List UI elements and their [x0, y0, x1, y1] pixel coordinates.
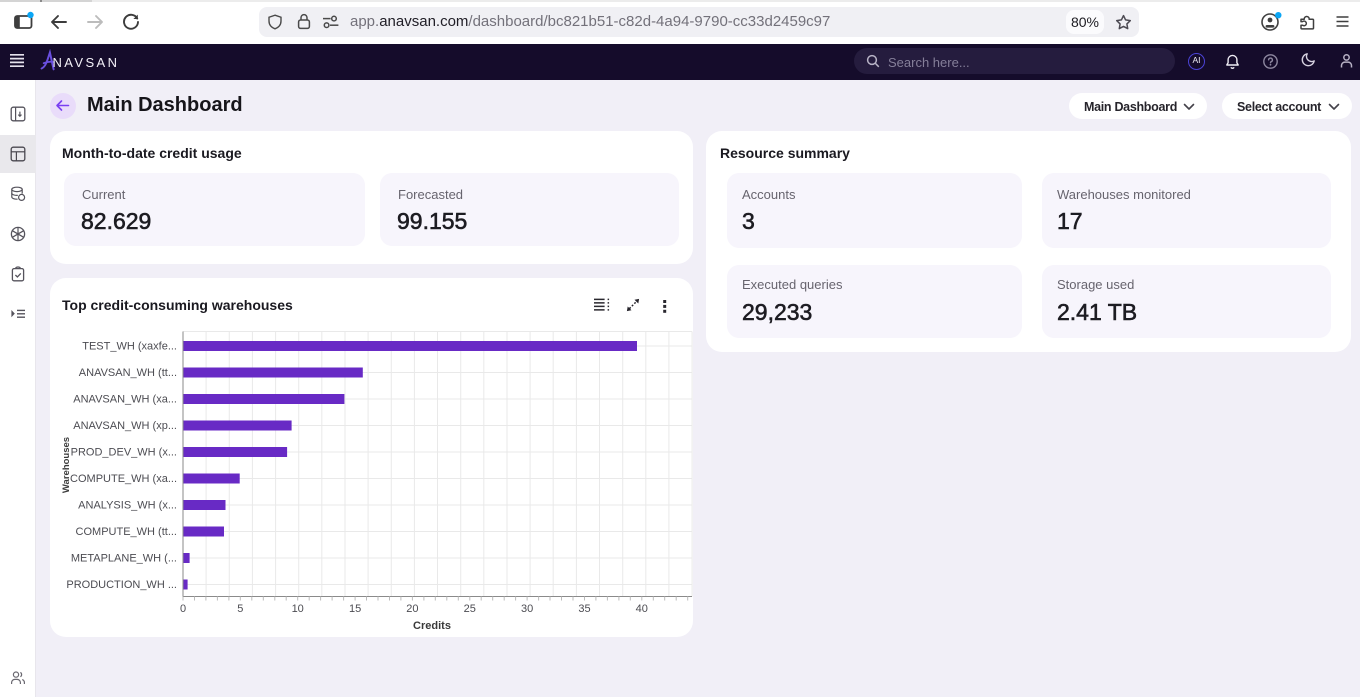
- svg-text:PRODUCTION_WH ...: PRODUCTION_WH ...: [66, 579, 177, 591]
- svg-text:5: 5: [237, 603, 243, 615]
- svg-text:25: 25: [464, 603, 476, 615]
- svg-text:ANAVSAN_WH (tt...: ANAVSAN_WH (tt...: [79, 367, 177, 379]
- svg-text:Credits: Credits: [413, 620, 451, 632]
- svg-text:ANAVSAN_WH (xa...: ANAVSAN_WH (xa...: [73, 394, 177, 406]
- svg-text:30: 30: [521, 603, 533, 615]
- svg-text:40: 40: [636, 603, 648, 615]
- svg-text:PROD_DEV_WH (x...: PROD_DEV_WH (x...: [71, 447, 177, 459]
- svg-text:0: 0: [180, 603, 186, 615]
- svg-text:15: 15: [349, 603, 361, 615]
- svg-text:ANALYSIS_WH (x...: ANALYSIS_WH (x...: [78, 500, 177, 512]
- svg-text:Warehouses: Warehouses: [61, 437, 72, 493]
- svg-text:METAPLANE_WH (...: METAPLANE_WH (...: [71, 553, 177, 565]
- svg-text:20: 20: [406, 603, 418, 615]
- svg-text:ANAVSAN_WH (xp...: ANAVSAN_WH (xp...: [73, 420, 177, 432]
- svg-text:10: 10: [292, 603, 304, 615]
- svg-text:TEST_WH (xaxfe...: TEST_WH (xaxfe...: [82, 341, 177, 353]
- svg-text:35: 35: [578, 603, 590, 615]
- svg-text:COMPUTE_WH (xa...: COMPUTE_WH (xa...: [70, 473, 177, 485]
- svg-text:COMPUTE_WH (tt...: COMPUTE_WH (tt...: [76, 526, 177, 538]
